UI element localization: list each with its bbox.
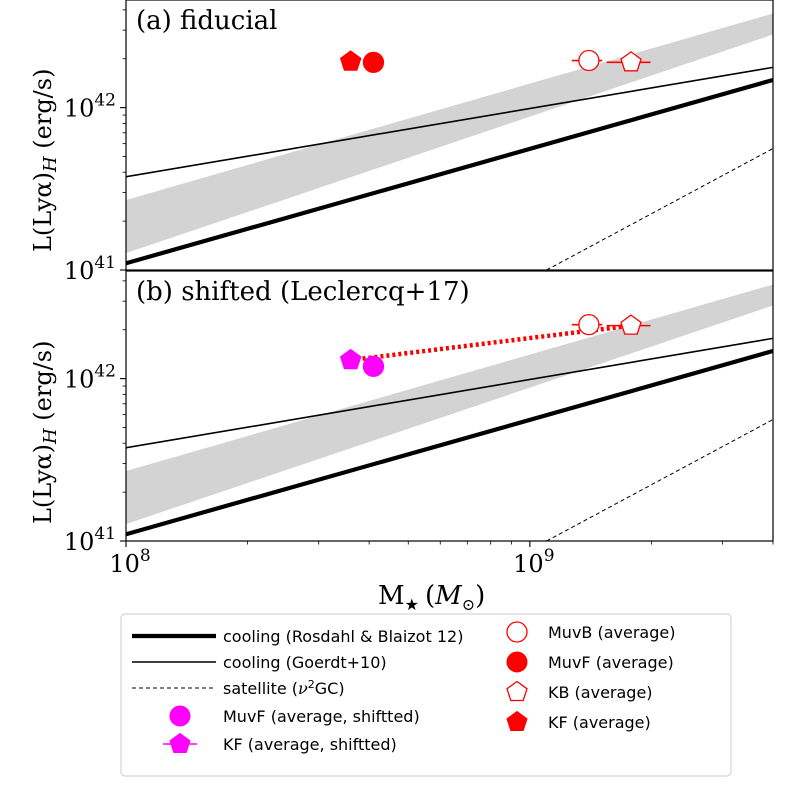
panel-a-ytick-label-1: 1042: [64, 91, 116, 123]
legend-entry-0: cooling (Rosdahl & Blaizot 12): [132, 627, 463, 646]
panel-b-ytick-label-1: 1042: [64, 362, 116, 394]
panel-a: 1041 1042 (a) fiducial L(Lyα)H (erg/s): [29, 0, 774, 285]
panel-a-ylabel: L(Lyα)H (erg/s): [29, 69, 61, 252]
x-axis: 108 109: [109, 541, 774, 578]
panel-b-ylabel: L(Lyα)H (erg/s): [29, 341, 61, 524]
legend-entry-8-label: KF (average): [548, 713, 651, 732]
panel-a-point-3: [339, 50, 362, 71]
legend-entry-4: KF (average, shiftted): [163, 732, 397, 754]
panel-a-point-0: [578, 49, 600, 72]
legend-entry-1-label: cooling (Goerdt+10): [223, 653, 387, 672]
panel-a-point-1: [362, 51, 385, 74]
legend-frame: [120, 613, 732, 777]
panel-a-ytick-label-0: 1041: [64, 253, 116, 285]
legend-entry-2: satellite (ν2GC): [132, 678, 345, 698]
panel-a-title: (a) fiducial: [136, 6, 277, 36]
x-axis-label: M★ (M⊙): [378, 581, 485, 614]
legend-entry-6: MuvF (average): [506, 651, 674, 673]
panel-b-line-0: [126, 348, 773, 537]
panel-b-title: (b) shifted (Leclercq+17): [136, 277, 470, 307]
legend-entry-4-label: KF (average, shiftted): [223, 735, 397, 754]
panel-b-point-3: [339, 348, 362, 370]
panel-a-point-2: [620, 51, 642, 72]
legend-entry-3: MuvF (average, shiftted): [169, 705, 420, 727]
panel-a-line-2: [546, 148, 773, 270]
x-tick-label-1: 109: [513, 546, 554, 578]
panel-b-cooling-band: [126, 284, 773, 525]
panel-b-point-2: [362, 355, 385, 378]
x-tick-label-0: 108: [109, 546, 150, 578]
panel-b-point-0: [578, 313, 600, 336]
panel-a-frame: [125, 0, 774, 271]
legend-entry-2-label: satellite (ν2GC): [223, 678, 345, 698]
legend-entry-7-label: KB (average): [548, 683, 653, 702]
legend-entry-3-label: MuvF (average, shiftted): [223, 707, 420, 726]
legend-entry-5-label: MuvB (average): [548, 623, 675, 642]
legend-entry-5: MuvB (average): [506, 621, 675, 643]
panel-b-point-1: [620, 314, 642, 335]
panel-b: 1041 1042 (b) shifted (Leclercq+17) L(Lyα…: [29, 270, 774, 556]
panel-a-line-0: [126, 77, 773, 266]
legend: cooling (Rosdahl & Blaizot 12) cooling (G…: [120, 613, 732, 777]
panel-b-frame: [125, 270, 774, 542]
panel-b-line-1: [126, 337, 773, 449]
panel-b-line-2: [546, 419, 773, 541]
panel-b-ytick-label-0: 1041: [64, 524, 116, 556]
legend-entry-0-label: cooling (Rosdahl & Blaizot 12): [223, 627, 463, 646]
legend-entry-7: KB (average): [506, 680, 653, 702]
panel-a-line-1: [126, 66, 773, 178]
legend-entry-1: cooling (Goerdt+10): [132, 653, 387, 672]
legend-entry-8: KF (average): [506, 710, 651, 732]
panel-a-cooling-band: [126, 13, 773, 254]
legend-entry-6-label: MuvF (average): [548, 653, 674, 672]
